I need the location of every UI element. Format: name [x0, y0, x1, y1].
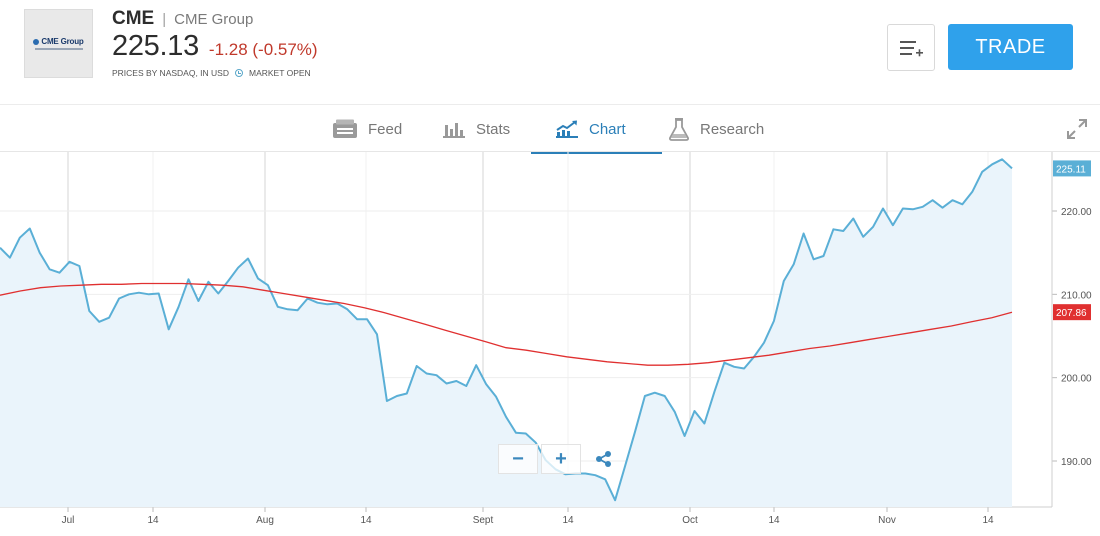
instrument-symbol: CME [112, 8, 155, 29]
logo-text: CME Group [41, 37, 84, 46]
y-tick-label: 190.00 [1061, 457, 1092, 468]
x-tick-label: Aug [256, 515, 274, 526]
x-tick-label: 14 [768, 515, 780, 526]
moving-average-line [0, 282, 1013, 366]
feed-icon [333, 119, 357, 138]
zoom-in-label: + [555, 447, 567, 470]
tab-chart[interactable]: Chart [531, 105, 662, 154]
tab-feed[interactable]: Feed [332, 105, 402, 153]
prices-source: PRICES BY NASDAQ, IN USD [112, 68, 229, 78]
tab-label: Chart [589, 120, 626, 138]
logo-tagline [34, 48, 83, 50]
chart-icon [556, 120, 578, 138]
trade-button[interactable]: TRADE [948, 24, 1073, 70]
y-tick-label: 200.00 [1061, 374, 1092, 385]
instrument-header: CME Group CME | CME Group 225.13 -1.28 (… [0, 0, 1100, 104]
share-button[interactable] [584, 444, 624, 474]
moving-average-badge-bg [1053, 304, 1091, 321]
x-tick-label: 14 [562, 515, 574, 526]
last-price-badge-bg [1053, 160, 1091, 177]
stats-icon [443, 123, 465, 138]
tab-label: Research [700, 120, 765, 138]
chart-zoom-tools: − + [498, 443, 630, 475]
price-chart[interactable]: Jul 14 Aug 14 Sept 14 Oct 14 Nov 14 220.00 210.00 20… [0, 152, 1100, 536]
company-logo: CME Group [24, 9, 93, 78]
section-tabs: Feed Stats Chart Research [0, 104, 1100, 154]
tab-research[interactable]: Research [668, 105, 764, 153]
zoom-out-button[interactable]: − [498, 444, 538, 474]
y-tick-label: 210.00 [1061, 290, 1092, 301]
x-tick-label: 14 [147, 515, 159, 526]
price-area [0, 159, 1012, 508]
x-tick-label: 14 [360, 515, 372, 526]
expand-icon[interactable] [1066, 118, 1088, 140]
price-line [0, 158, 1013, 502]
moving-average-badge: 207.86 [1056, 308, 1087, 319]
current-price: 225.13 [112, 30, 199, 62]
tab-label: Feed [368, 120, 403, 138]
zoom-in-button[interactable]: + [541, 444, 581, 474]
x-tick-label: Sept [473, 515, 494, 526]
x-tick-label: 14 [982, 515, 994, 526]
last-price-badge: 225.11 [1056, 164, 1086, 175]
price-line: 225.13 -1.28 (-0.57%) [112, 30, 318, 63]
zoom-out-label: − [512, 447, 524, 470]
y-tick-label: 220.00 [1061, 207, 1092, 218]
title-separator: | [162, 11, 167, 28]
ticker-line: CME | CME Group [112, 8, 253, 30]
x-tick-label: Nov [878, 515, 896, 526]
x-tick-label: Oct [682, 515, 698, 526]
x-tick-label: Jul [62, 515, 75, 526]
company-name: CME Group [174, 11, 254, 28]
share-icon [596, 451, 611, 467]
add-to-list-icon [900, 40, 923, 56]
price-change: -1.28 (-0.57%) [208, 40, 318, 59]
tab-stats[interactable]: Stats [442, 105, 510, 153]
research-flask-icon [669, 118, 689, 141]
price-meta: PRICES BY NASDAQ, IN USD MARKET OPEN [112, 68, 311, 78]
cme-logo-icon [33, 38, 40, 45]
add-to-list-button[interactable] [887, 24, 935, 71]
market-status: MARKET OPEN [248, 68, 311, 78]
chart-canvas: Jul 14 Aug 14 Sept 14 Oct 14 Nov 14 220.00 210.00 20… [0, 152, 1092, 526]
tab-label: Stats [476, 120, 511, 138]
clock-icon [234, 69, 243, 77]
